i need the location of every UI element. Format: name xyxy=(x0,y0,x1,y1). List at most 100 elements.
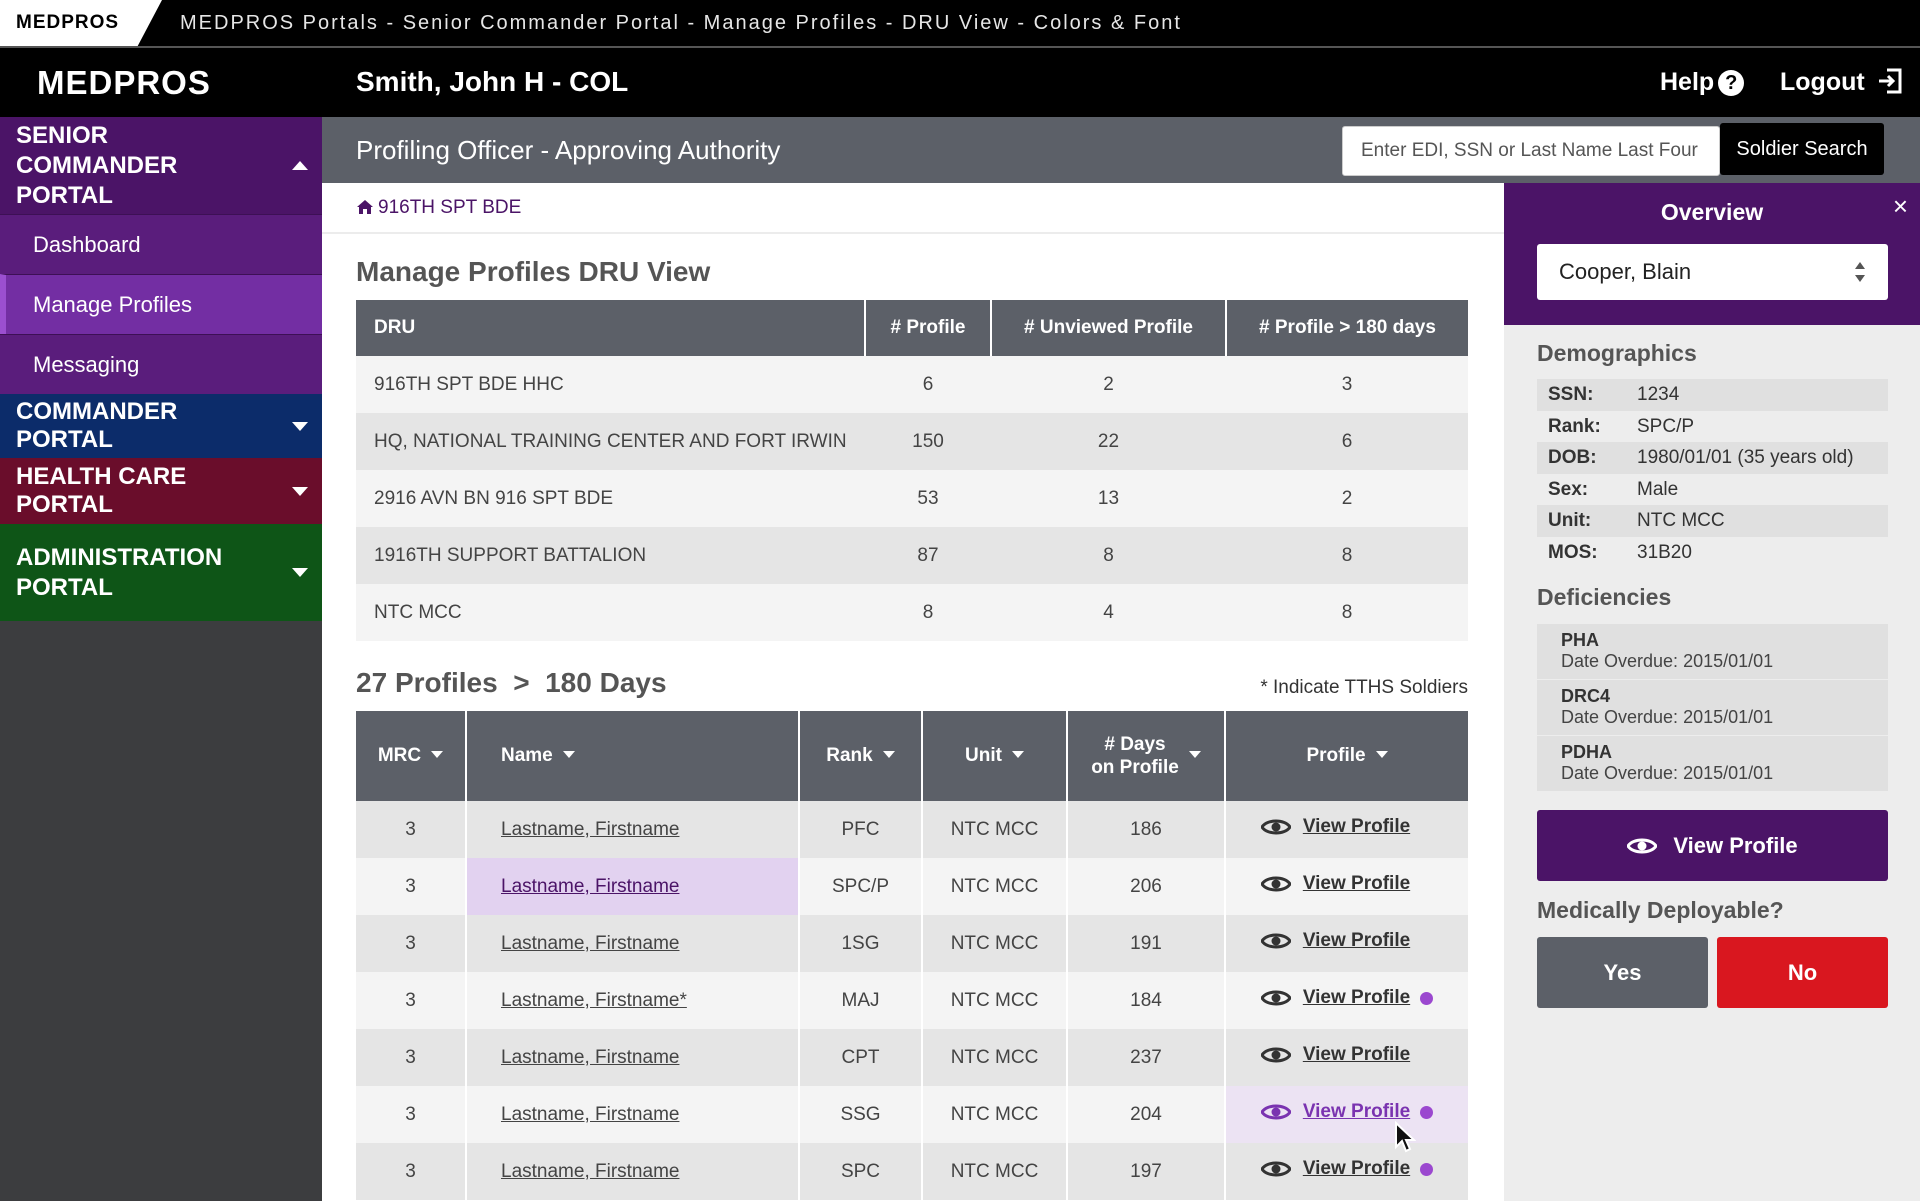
soldier-name-link[interactable]: Lastname, Firstname xyxy=(466,801,800,858)
soldier-search-input[interactable] xyxy=(1342,126,1720,176)
table-row: 3 Lastname, Firstname* MAJ NTC MCC 184 View P… xyxy=(356,972,1468,1029)
dru-profile-count: 150 xyxy=(865,413,991,470)
health-care-portal-label: HEALTH CARE PORTAL xyxy=(16,463,187,518)
commander-portal-label: COMMANDER PORTAL xyxy=(16,398,178,453)
medically-deployable-title: Medically Deployable? xyxy=(1537,897,1784,923)
overview-view-profile-button[interactable]: View Profile xyxy=(1537,810,1888,881)
soldier-name-link[interactable]: Lastname, Firstname xyxy=(466,915,800,972)
view-profile-link[interactable]: View Profile xyxy=(1260,1101,1434,1123)
profiles-table-body: 3 Lastname, Firstname PFC NTC MCC 186 View Pr… xyxy=(356,801,1468,1200)
mrc-cell: 3 xyxy=(356,801,467,858)
close-icon[interactable]: × xyxy=(1892,191,1908,221)
commander-portal-toggle[interactable]: COMMANDER PORTAL xyxy=(0,394,322,458)
view-profile-link[interactable]: View Profile xyxy=(1260,1044,1433,1066)
view-profile-label: View Profile xyxy=(1302,873,1411,894)
dru-row[interactable]: HQ, NATIONAL TRAINING CENTER AND FORT IR… xyxy=(356,413,1468,470)
dru-profile-count: 53 xyxy=(865,470,991,527)
soldier-select-value: Cooper, Blain xyxy=(1559,259,1692,284)
eye-icon xyxy=(1260,819,1291,835)
dru-row[interactable]: 2916 AVN BN 916 SPT BDE 53 13 2 xyxy=(356,470,1468,527)
mrc-cell: 3 xyxy=(356,858,467,915)
demographic-value: SPC/P xyxy=(1637,415,1695,437)
view-profile-label: View Profile xyxy=(1302,1044,1411,1065)
senior-commander-portal-toggle[interactable]: SENIOR COMMANDER PORTAL xyxy=(0,117,322,214)
sort-rank-header[interactable]: Rank xyxy=(799,711,923,801)
breadcrumb[interactable]: 916TH SPT BDE xyxy=(356,183,521,233)
demographic-row: Sex: Male xyxy=(1537,473,1888,505)
unit-cell: NTC MCC xyxy=(922,1143,1068,1200)
view-profile-link[interactable]: View Profile xyxy=(1260,1158,1434,1180)
app-header: MEDPROS Smith, John H - COL Help? Logout xyxy=(0,48,1920,117)
administration-portal-toggle[interactable]: ADMINISTRATION PORTAL xyxy=(0,524,322,621)
profiles-section-title: 27 Profiles > 180 Days xyxy=(356,667,667,699)
view-profile-link[interactable]: View Profile xyxy=(1260,816,1433,838)
dru-profile-count: 8 xyxy=(865,584,991,641)
unit-header-label: Unit xyxy=(965,745,1002,766)
eye-icon xyxy=(1260,990,1291,1006)
app-logo[interactable]: MEDPROS xyxy=(37,64,211,101)
demographic-key: DOB: xyxy=(1548,447,1597,468)
deployable-yes-button[interactable]: Yes xyxy=(1537,937,1708,1008)
days-cell: 204 xyxy=(1067,1086,1226,1143)
days-cell: 191 xyxy=(1067,915,1226,972)
sort-mrc-header[interactable]: MRC xyxy=(356,711,467,801)
profile-cell: View Profile xyxy=(1225,1029,1468,1086)
eye-icon xyxy=(1260,1104,1291,1120)
soldier-name-link[interactable]: Lastname, Firstname xyxy=(466,1143,800,1200)
mrc-cell: 3 xyxy=(356,1086,467,1143)
health-care-portal-toggle[interactable]: HEALTH CARE PORTAL xyxy=(0,458,322,524)
view-profile-link[interactable]: View Profile xyxy=(1260,930,1433,952)
sort-profile-header[interactable]: Profile xyxy=(1225,711,1468,801)
caret-down-icon xyxy=(292,568,308,577)
titlebar-brand: MEDPROS xyxy=(0,0,162,46)
soldier-name-link[interactable]: Lastname, Firstname xyxy=(466,1029,800,1086)
profile-cell: View Profile xyxy=(1225,1086,1468,1143)
sort-icon xyxy=(431,751,444,758)
sort-unit-header[interactable]: Unit xyxy=(922,711,1068,801)
unit-cell: NTC MCC xyxy=(922,858,1068,915)
sidebar-item-messaging[interactable]: Messaging xyxy=(0,334,322,394)
administration-portal-label: ADMINISTRATION PORTAL xyxy=(16,543,223,601)
dru-unviewed-count: 22 xyxy=(991,413,1226,470)
dru-row[interactable]: 1916TH SUPPORT BATTALION 87 8 8 xyxy=(356,527,1468,584)
soldier-name-link[interactable]: Lastname, Firstname xyxy=(466,1086,800,1143)
sidebar-item-dashboard[interactable]: Dashboard xyxy=(0,214,322,274)
demographic-key: Rank: xyxy=(1548,415,1601,437)
view-profile-link[interactable]: View Profile xyxy=(1260,987,1434,1009)
unit-cell: NTC MCC xyxy=(922,1029,1068,1086)
profile-cell: View Profile xyxy=(1225,801,1468,858)
select-arrows-icon xyxy=(1855,262,1865,282)
unviewed-dot xyxy=(1420,991,1434,1005)
sort-name-header[interactable]: Name xyxy=(466,711,800,801)
unit-cell: NTC MCC xyxy=(922,801,1068,858)
deployable-no-button[interactable]: No xyxy=(1717,937,1888,1008)
rank-cell: SSG xyxy=(799,1086,923,1143)
days-cell: 197 xyxy=(1067,1143,1226,1200)
dru-row[interactable]: 916TH SPT BDE HHC 6 2 3 xyxy=(356,356,1468,413)
demographic-key: Sex: xyxy=(1548,478,1589,500)
table-row: 3 Lastname, Firstname CPT NTC MCC 237 View Pr… xyxy=(356,1029,1468,1086)
user-name: Smith, John H - COL xyxy=(356,66,629,97)
table-row: 3 Lastname, Firstname PFC NTC MCC 186 View Pr… xyxy=(356,801,1468,858)
dru-row[interactable]: NTC MCC 8 4 8 xyxy=(356,584,1468,641)
soldier-name-link[interactable]: Lastname, Firstname xyxy=(466,858,800,915)
caret-down-icon xyxy=(292,421,308,431)
soldier-search-button[interactable]: Soldier Search xyxy=(1720,123,1884,175)
logout-link[interactable]: Logout xyxy=(1780,48,1904,117)
demographic-value: 31B20 xyxy=(1637,541,1692,563)
sort-days-header[interactable]: # Days on Profile xyxy=(1067,711,1226,801)
deficiency-item: PHA Date Overdue: 2015/01/01 xyxy=(1537,624,1888,679)
table-row: 3 Lastname, Firstname SSG NTC MCC 204 View Pr… xyxy=(356,1086,1468,1143)
eye-icon xyxy=(1260,1161,1291,1177)
overview-view-profile-label: View Profile xyxy=(1673,832,1798,858)
help-link[interactable]: Help? xyxy=(1660,48,1745,117)
sidebar-item-manage-profiles[interactable]: Manage Profiles xyxy=(0,274,322,334)
soldier-select[interactable]: Cooper, Blain xyxy=(1537,244,1888,300)
demographic-row: DOB: 1980/01/01 (35 years old) xyxy=(1537,442,1888,474)
help-icon: ? xyxy=(1718,70,1745,96)
profile-cell: View Profile xyxy=(1225,858,1468,915)
dru-profile-count: 87 xyxy=(865,527,991,584)
soldier-name-link[interactable]: Lastname, Firstname* xyxy=(466,972,800,1029)
rank-header-label: Rank xyxy=(826,745,873,766)
view-profile-link[interactable]: View Profile xyxy=(1260,873,1433,895)
